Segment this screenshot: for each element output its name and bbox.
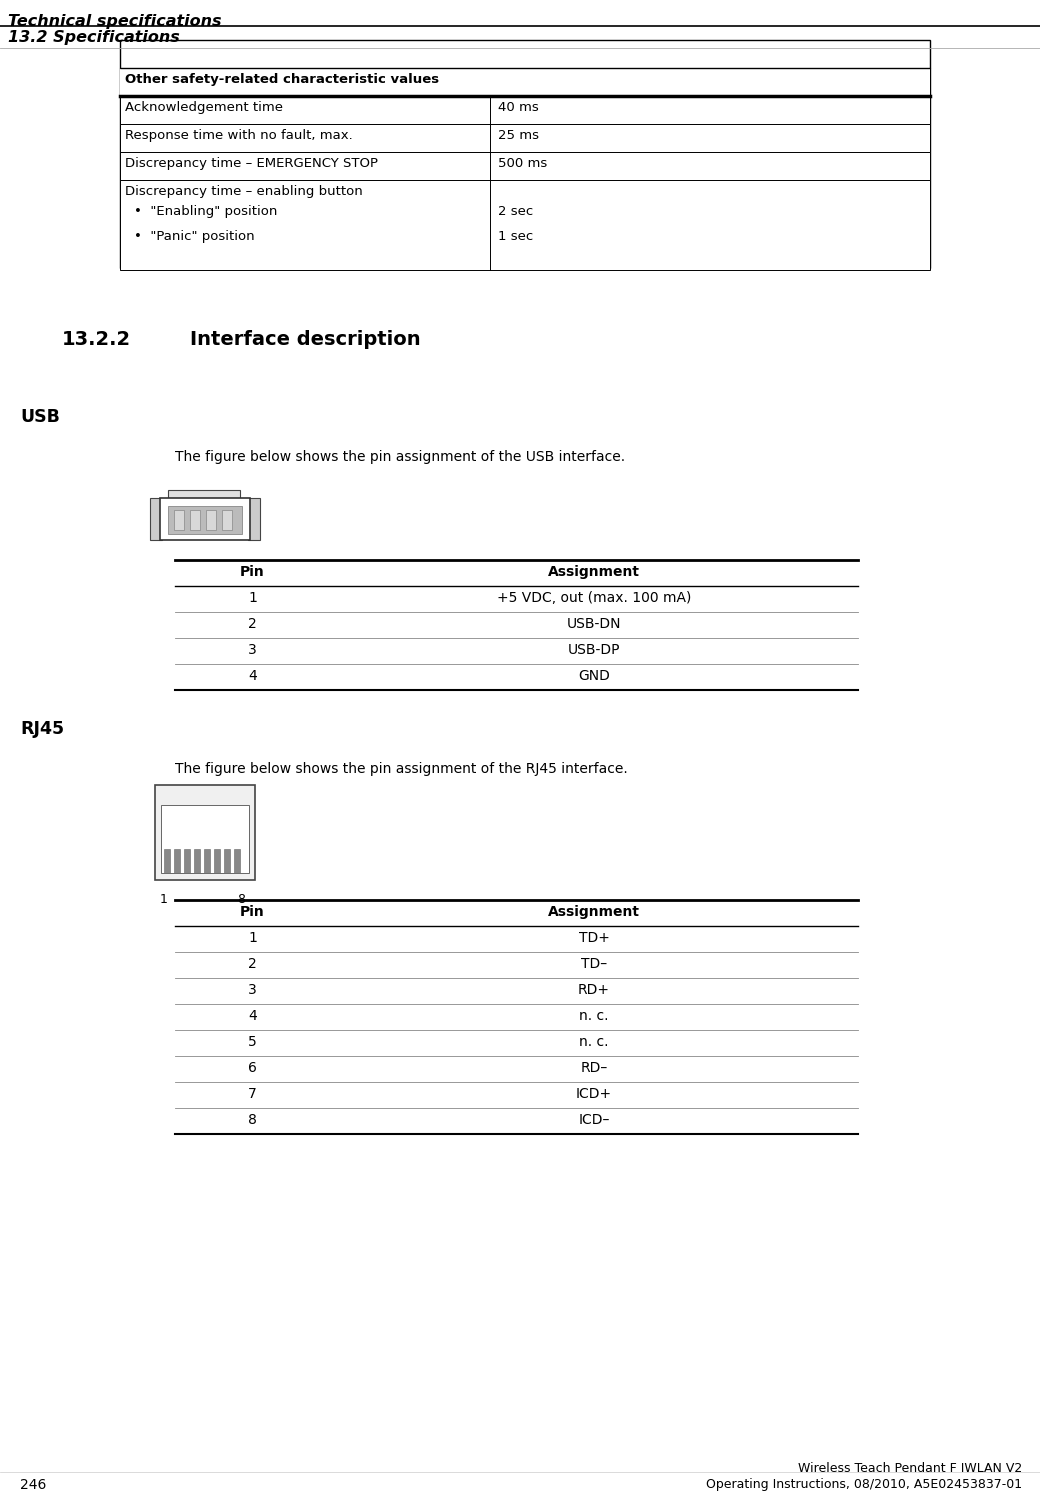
Text: 2: 2 [249, 957, 257, 970]
Bar [120, 152, 930, 180]
Bar [120, 124, 930, 152]
Text: The figure below shows the pin assignment of the RJ45 interface.: The figure below shows the pin assignmen… [175, 762, 628, 776]
Text: 4: 4 [249, 668, 257, 684]
Text: 1: 1 [160, 893, 167, 905]
Text: 6: 6 [249, 1061, 257, 1074]
Bar [120, 68, 930, 97]
Text: USB: USB [20, 407, 60, 426]
Text: Acknowledgement time: Acknowledgement time [125, 101, 283, 115]
Text: RJ45: RJ45 [20, 720, 64, 738]
Text: 8: 8 [249, 1114, 257, 1127]
Text: •  "Panic" position: • "Panic" position [134, 229, 255, 243]
Text: TD–: TD– [581, 957, 607, 970]
Bar [168, 506, 242, 534]
Text: n. c.: n. c. [579, 1010, 608, 1023]
Text: 5: 5 [249, 1035, 257, 1049]
Text: ICD–: ICD– [578, 1114, 609, 1127]
Text: 40 ms: 40 ms [498, 101, 539, 115]
Bar [120, 97, 930, 124]
Text: 13.2 Specifications: 13.2 Specifications [8, 30, 180, 45]
Bar [222, 510, 232, 530]
Text: Wireless Teach Pendant F IWLAN V2: Wireless Teach Pendant F IWLAN V2 [798, 1462, 1022, 1474]
Text: Other safety-related characteristic values: Other safety-related characteristic valu… [125, 72, 439, 86]
Bar [120, 68, 930, 269]
Text: Pin: Pin [240, 564, 265, 579]
Bar [160, 498, 250, 540]
Text: 1: 1 [249, 592, 257, 605]
Text: 2: 2 [249, 617, 257, 631]
Text: 2 sec: 2 sec [498, 205, 534, 217]
Text: +5 VDC, out (max. 100 mA): +5 VDC, out (max. 100 mA) [497, 592, 692, 605]
Text: 1 sec: 1 sec [498, 229, 534, 243]
Text: GND: GND [578, 668, 609, 684]
Text: 1: 1 [170, 492, 178, 506]
Bar [155, 785, 255, 880]
Text: 500 ms: 500 ms [498, 157, 547, 171]
Text: 8: 8 [237, 893, 245, 905]
Bar [120, 180, 930, 270]
Bar [190, 510, 200, 530]
Text: Assignment: Assignment [548, 564, 640, 579]
Text: 246: 246 [20, 1477, 47, 1492]
Text: Interface description: Interface description [190, 330, 420, 349]
Bar [214, 850, 220, 874]
Text: Discrepancy time – enabling button: Discrepancy time – enabling button [125, 186, 363, 198]
Text: Pin: Pin [240, 905, 265, 919]
Text: The figure below shows the pin assignment of the USB interface.: The figure below shows the pin assignmen… [175, 450, 625, 463]
Text: 4: 4 [249, 1010, 257, 1023]
Bar [194, 850, 200, 874]
Text: USB-DP: USB-DP [568, 643, 620, 656]
Bar [234, 850, 240, 874]
Text: TD+: TD+ [578, 931, 609, 945]
Text: Discrepancy time – EMERGENCY STOP: Discrepancy time – EMERGENCY STOP [125, 157, 378, 171]
Bar [120, 41, 930, 68]
Bar [150, 498, 162, 540]
Text: RD+: RD+ [578, 982, 610, 997]
Text: Operating Instructions, 08/2010, A5E02453837-01: Operating Instructions, 08/2010, A5E0245… [706, 1477, 1022, 1491]
Text: 4: 4 [225, 492, 233, 506]
Bar [224, 850, 230, 874]
Text: •  "Enabling" position: • "Enabling" position [134, 205, 278, 217]
Text: 1: 1 [249, 931, 257, 945]
Text: Assignment: Assignment [548, 905, 640, 919]
Bar [161, 804, 249, 874]
Bar [168, 490, 240, 498]
Text: RD–: RD– [580, 1061, 607, 1074]
Bar [174, 850, 180, 874]
Bar [184, 850, 190, 874]
Text: 25 ms: 25 ms [498, 128, 539, 142]
Text: Technical specifications: Technical specifications [8, 14, 222, 29]
Text: 3: 3 [249, 643, 257, 656]
Text: 7: 7 [249, 1086, 257, 1102]
Text: ICD+: ICD+ [576, 1086, 613, 1102]
Text: 13.2.2: 13.2.2 [62, 330, 131, 349]
Bar [206, 510, 216, 530]
Bar [204, 850, 210, 874]
Bar [164, 850, 170, 874]
Text: Response time with no fault, max.: Response time with no fault, max. [125, 128, 353, 142]
Bar [248, 498, 260, 540]
Bar [174, 510, 184, 530]
Text: USB-DN: USB-DN [567, 617, 621, 631]
Text: n. c.: n. c. [579, 1035, 608, 1049]
Text: 3: 3 [249, 982, 257, 997]
